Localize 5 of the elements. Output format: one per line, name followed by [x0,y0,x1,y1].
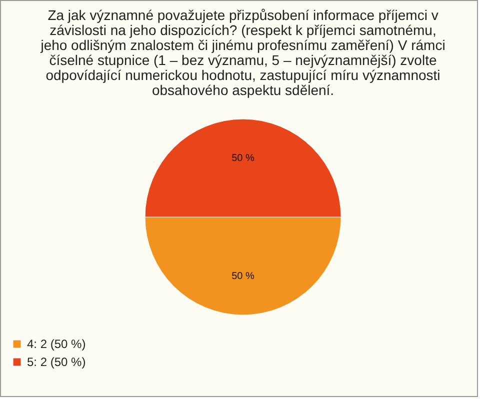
legend-label: 4: 2 (50 %) [27,337,86,351]
legend-label: 5: 2 (50 %) [27,355,86,369]
chart-title: Za jak významné považujete přizpůsobení informace příjemci v závislosti na jeho dispozicích? (respekt k příjemci samotnému, jeho odlišným znalostem či jinému profesnímu zaměření) V rámci číselné stupnice (1 – bez významu, 5 – nejvýznamnější) zvolte odpovídající numerickou hodnotu, zastupující míru významnosti obsahového aspektu sdělení. [40,7,446,98]
data-label: 50 % [232,153,255,164]
data-label: 50 % [232,270,255,282]
